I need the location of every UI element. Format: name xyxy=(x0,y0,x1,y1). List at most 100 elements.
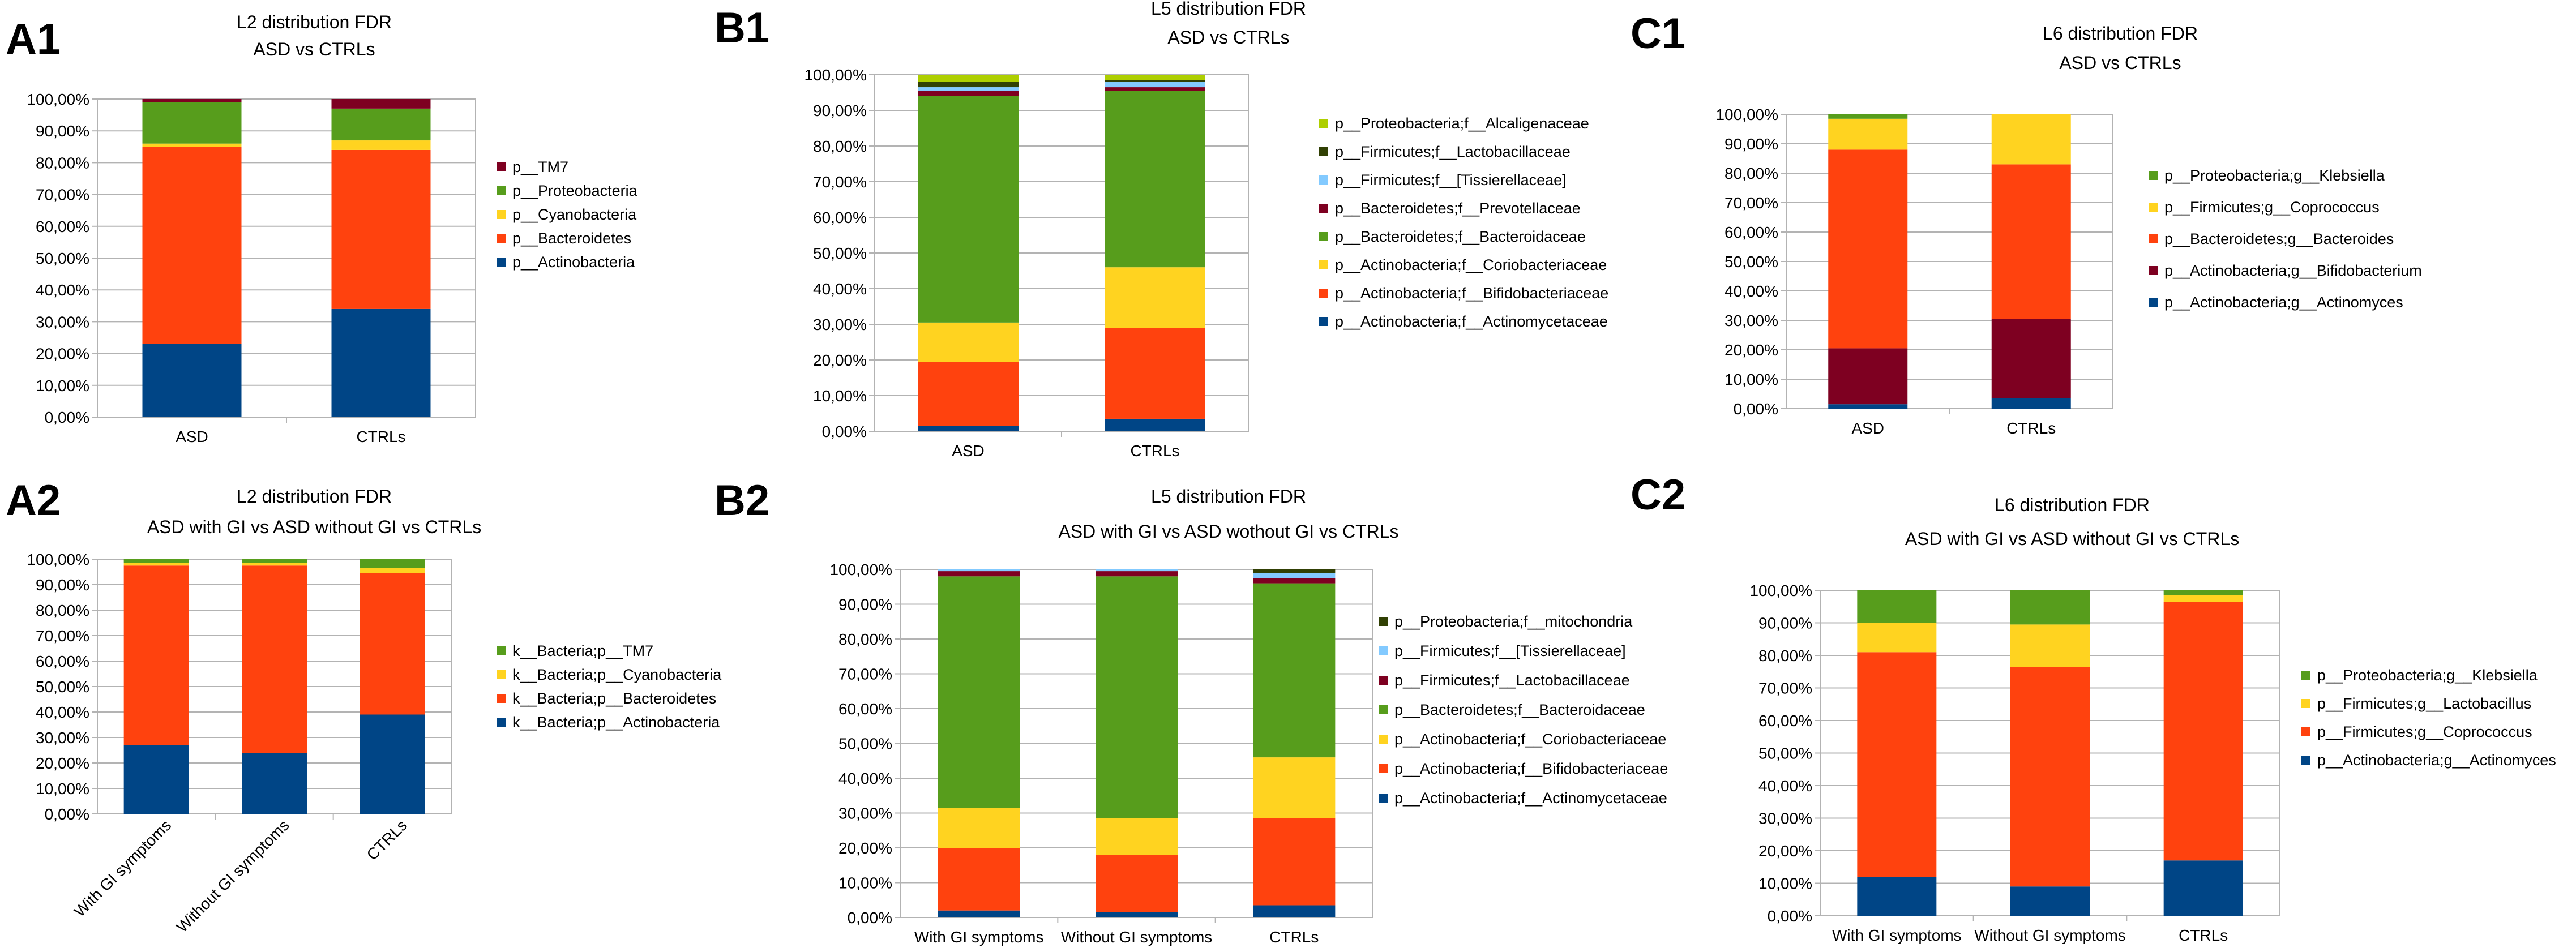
y-tick-label: 10,00% xyxy=(36,780,89,797)
y-tick-label: 60,00% xyxy=(36,653,89,670)
y-tick-label: 30,00% xyxy=(838,805,892,822)
legend-label: k__Bacteria;p__TM7 xyxy=(512,642,653,659)
bar-segment xyxy=(242,559,307,563)
x-tick-label: Without GI symptoms xyxy=(173,816,293,936)
bar-segment xyxy=(1105,91,1205,268)
y-tick-label: 20,00% xyxy=(36,754,89,772)
bar-segment xyxy=(918,91,1019,96)
legend-swatch xyxy=(497,694,506,703)
legend-swatch xyxy=(2149,234,2158,243)
bar-segment xyxy=(1253,573,1336,578)
legend-label: p__Cyanobacteria xyxy=(512,206,637,223)
bar-segment xyxy=(2163,860,2243,916)
legend-swatch xyxy=(497,718,506,727)
bar-segment xyxy=(142,147,242,344)
bar-segment xyxy=(1253,757,1336,818)
legend-label: p__Firmicutes;f__Lactobacillaceae xyxy=(1394,672,1630,689)
bar-segment xyxy=(1991,319,2071,398)
bar-segment xyxy=(331,308,431,417)
bar-segment xyxy=(2010,886,2090,916)
y-tick-label: 50,00% xyxy=(36,250,89,267)
y-tick-label: 0,00% xyxy=(45,409,89,426)
legend-label: p__Proteobacteria;f__Alcaligenaceae xyxy=(1335,115,1589,132)
legend-swatch xyxy=(497,162,506,171)
legend-swatch xyxy=(2301,727,2310,736)
bar-segment xyxy=(331,140,431,150)
bar-segment xyxy=(2163,595,2243,602)
legend-label: p__Bacteroidetes xyxy=(512,230,631,247)
y-tick-label: 0,00% xyxy=(1734,400,1778,418)
y-tick-label: 20,00% xyxy=(36,345,89,363)
legend-swatch xyxy=(1319,119,1328,128)
x-tick-label: ASD xyxy=(1851,419,1884,437)
legend-swatch xyxy=(2301,671,2310,680)
bar-segment xyxy=(1096,569,1178,572)
bar-segment xyxy=(918,96,1019,323)
x-tick-label: With GI symptoms xyxy=(914,928,1044,946)
legend-swatch xyxy=(1319,289,1328,298)
y-tick-label: 100,00% xyxy=(1749,582,1812,599)
legend-label: p__Actinobacteria;g__Actinomyces xyxy=(2317,752,2556,769)
bar-segment xyxy=(360,714,425,814)
legend-swatch xyxy=(1379,617,1388,626)
bar-segment xyxy=(1857,652,1937,877)
y-tick-label: 50,00% xyxy=(36,678,89,696)
legend-label: k__Bacteria;p__Actinobacteria xyxy=(512,714,720,731)
bar-segment xyxy=(1105,82,1205,88)
legend-label: p__Firmicutes;g__Coprococcus xyxy=(2164,199,2380,216)
x-tick-label: CTRLs xyxy=(2179,927,2228,944)
y-tick-label: 60,00% xyxy=(813,209,867,226)
chart-subtitle: ASD vs CTRLs xyxy=(1167,27,1289,48)
y-tick-label: 20,00% xyxy=(1758,842,1812,860)
bar-segment xyxy=(1105,80,1205,82)
chart-title: L5 distribution FDR xyxy=(1151,0,1306,19)
legend-swatch xyxy=(2149,266,2158,275)
chart-title: L2 distribution FDR xyxy=(237,12,392,32)
legend-swatch xyxy=(497,186,506,195)
chart-title: L2 distribution FDR xyxy=(237,486,392,507)
legend-label: p__Bacteroidetes;f__Prevotellaceae xyxy=(1335,200,1581,217)
legend-swatch xyxy=(1319,232,1328,241)
bar-segment xyxy=(938,910,1020,917)
bar-segment xyxy=(331,149,431,309)
legend-swatch xyxy=(2149,203,2158,212)
bar-segment xyxy=(2163,602,2243,861)
legend-swatch xyxy=(2301,699,2310,708)
bar-segment xyxy=(360,559,425,568)
legend-label: p__Firmicutes;g__Lactobacillus xyxy=(2317,695,2531,712)
bar-segment xyxy=(1105,267,1205,328)
y-tick-label: 0,00% xyxy=(1768,907,1812,925)
chart-title: L5 distribution FDR xyxy=(1151,486,1306,507)
bar-segment xyxy=(123,559,189,563)
bar-segment xyxy=(1253,583,1336,758)
x-tick-label: Without GI symptoms xyxy=(1061,928,1213,946)
y-tick-label: 40,00% xyxy=(1758,777,1812,795)
bar-segment xyxy=(1096,855,1178,912)
bar-segment xyxy=(242,565,307,753)
bar-segment xyxy=(2010,624,2090,667)
y-tick-label: 10,00% xyxy=(1725,371,1778,388)
legend-label: p__Actinobacteria xyxy=(512,254,635,271)
y-tick-label: 50,00% xyxy=(838,735,892,753)
y-tick-label: 90,00% xyxy=(1758,615,1812,632)
legend-swatch xyxy=(1319,260,1328,269)
y-tick-label: 90,00% xyxy=(813,102,867,119)
y-tick-label: 30,00% xyxy=(36,729,89,747)
legend-swatch xyxy=(1379,646,1388,655)
legend-label: p__Firmicutes;f__[Tissierellaceae] xyxy=(1394,642,1626,659)
chart-subtitle: ASD with GI vs ASD without GI vs CTRLs xyxy=(1905,529,2239,549)
y-tick-label: 30,00% xyxy=(1758,810,1812,827)
panel-c1: C1 L6 distribution FDR ASD vs CTRLs 0,00% 10… xyxy=(1631,10,2422,437)
bar-segment xyxy=(2163,590,2243,595)
bar-segment xyxy=(242,563,307,566)
legend-label: p__Actinobacteria;f__Actinomycetaceae xyxy=(1335,313,1608,330)
legend-label: p__Firmicutes;g__Coprococcus xyxy=(2317,723,2532,740)
y-tick-label: 0,00% xyxy=(848,909,892,927)
y-tick-label: 100,00% xyxy=(27,91,89,108)
y-tick-label: 40,00% xyxy=(1725,282,1778,300)
y-tick-label: 60,00% xyxy=(1725,224,1778,241)
panel-b2: B2 L5 distribution FDR ASD with GI vs ASD … xyxy=(714,477,1668,946)
bar-segment xyxy=(1253,578,1336,584)
legend-swatch xyxy=(1379,705,1388,714)
panel-label: A2 xyxy=(6,477,61,525)
